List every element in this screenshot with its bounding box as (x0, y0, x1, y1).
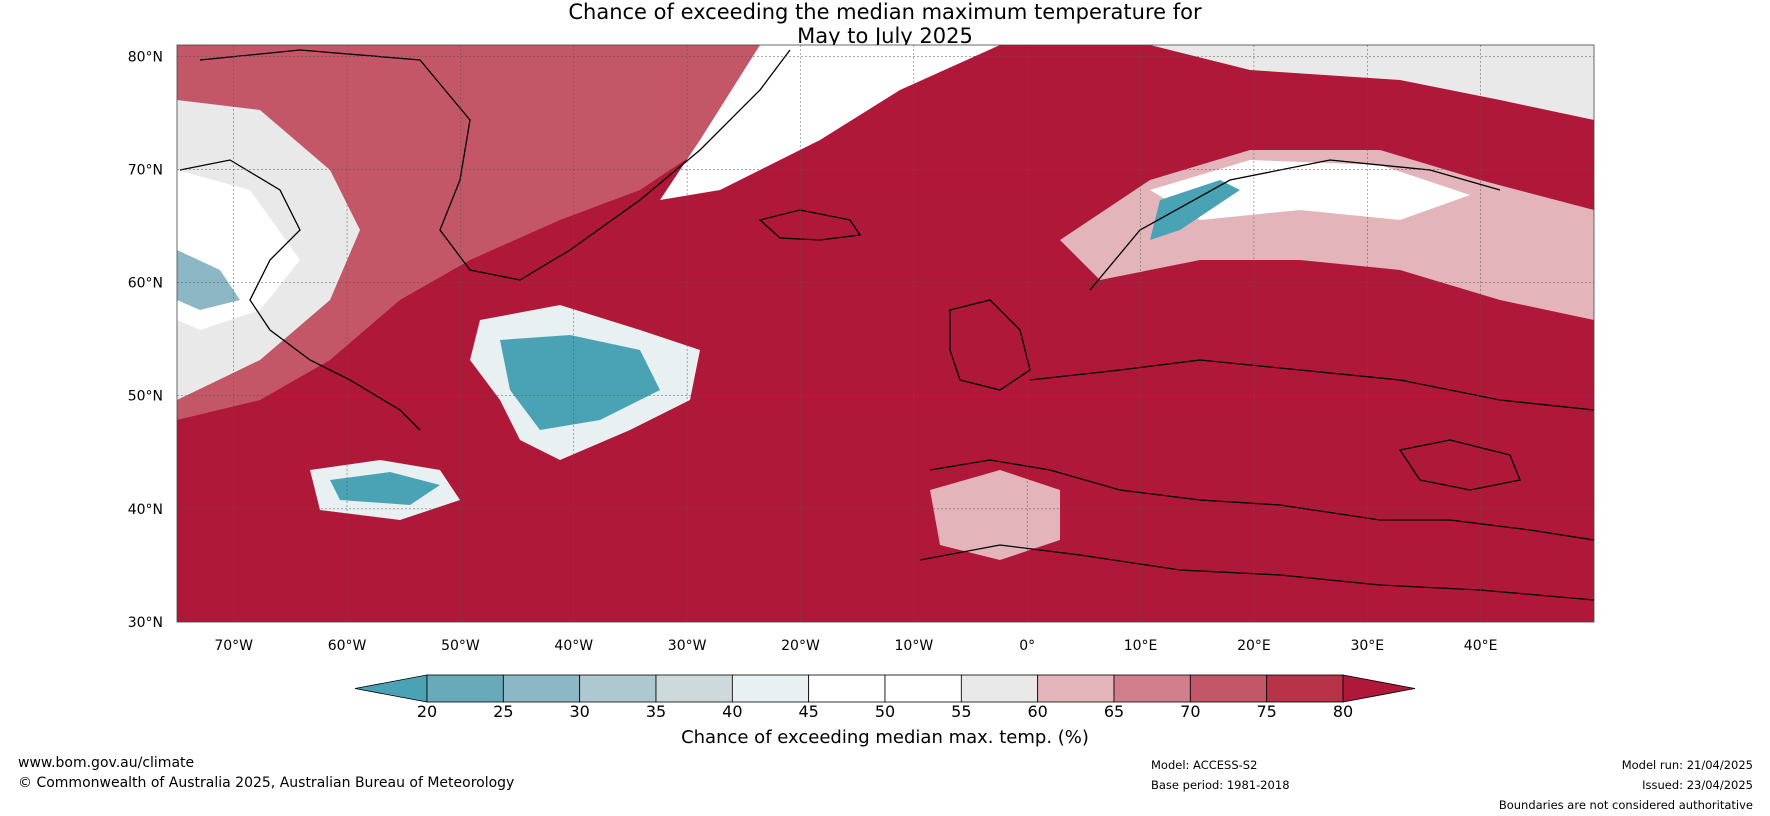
colorbar-tick-label: 70 (1180, 702, 1201, 721)
map-title: Chance of exceeding the median maximum t… (0, 0, 1770, 48)
colorbar-swatch (808, 674, 886, 703)
footer-website: www.bom.gov.au/climate (18, 755, 195, 771)
region-greenland-east (660, 45, 1000, 200)
colorbar-tick-label: 35 (645, 702, 667, 721)
graticule (177, 45, 1594, 623)
region-lapland (1150, 160, 1470, 220)
probability-field (177, 45, 1594, 622)
longitude-label: 70°W (214, 638, 253, 654)
region-greenland-sea (177, 45, 820, 420)
colorbar-swatch (579, 674, 657, 703)
colorbar-swatch (502, 674, 581, 703)
coastline-black-sea (1398, 439, 1521, 491)
colorbar-tick-label: 60 (1027, 702, 1048, 721)
latitude-label: 40°N (128, 502, 163, 518)
coastline-british-isles (949, 299, 1031, 391)
longitude-label: 30°W (668, 638, 707, 654)
longitude-label: 20°W (781, 638, 820, 654)
longitude-label: 50°W (441, 638, 480, 654)
latitude-label: 50°N (128, 389, 163, 405)
colorbar-tick-label: 20 (416, 702, 438, 721)
colorbar-label: Chance of exceeding median max. temp. (%… (681, 727, 1089, 748)
latitude-label: 70°N (128, 162, 163, 178)
coastline-mediterranean-north (929, 459, 1594, 541)
footer-base-period: Base period: 1981-2018 (1151, 778, 1290, 792)
coastline-greenland (199, 49, 791, 281)
colorbar-swatch (426, 674, 504, 703)
map-title-line2: May to July 2025 (797, 24, 973, 48)
coastline-scandinavia (1089, 159, 1501, 291)
coastline-north-europe (1029, 359, 1594, 411)
coastline-north-america (179, 159, 421, 431)
longitude-label: 0° (1019, 638, 1035, 654)
longitude-labels: 70°W 60°W 50°W 40°W 30°W 20°W 10°W 0° 10°E 20°E 30… (214, 638, 1497, 654)
region-blue-baffin (177, 250, 240, 310)
coastline-iceland (758, 209, 862, 241)
colorbar-swatch (1037, 674, 1115, 703)
longitude-label: 40°W (554, 638, 593, 654)
colorbar-swatch (655, 674, 733, 703)
region-norway-blue (1150, 180, 1240, 240)
region-atlantic-blue (500, 335, 660, 430)
footer-disclaimer: Boundaries are not considered authoritat… (1498, 798, 1753, 812)
colorbar-swatch (960, 674, 1039, 703)
colorbar-tick-label: 50 (874, 702, 896, 721)
colorbar-tick-label: 40 (722, 702, 743, 721)
colorbar-swatch (731, 674, 810, 703)
footer-issued: Issued: 23/04/2025 (1642, 778, 1753, 792)
region-svalbard (1150, 45, 1594, 120)
colorbar-extend-low (354, 674, 428, 703)
footer-model: Model: ACCESS-S2 (1151, 758, 1258, 772)
colorbar-extend-high (1342, 674, 1416, 703)
colorbar-swatch (1189, 674, 1268, 703)
map-title-line1: Chance of exceeding the median maximum t… (568, 0, 1202, 24)
colorbar-tick-label: 80 (1332, 702, 1354, 721)
region-iberia (930, 470, 1060, 560)
colorbar-tick-label: 25 (493, 702, 514, 721)
colorbar-tick-label: 75 (1256, 702, 1277, 721)
longitude-label: 20°E (1237, 638, 1271, 654)
colorbar-swatches (354, 674, 1416, 703)
latitude-labels: 80°N 70°N 60°N 50°N 40°N 30°N (128, 49, 163, 631)
footer-copyright: © Commonwealth of Australia 2025, Austra… (18, 775, 515, 791)
colorbar-swatch (884, 674, 962, 703)
region-nw-atlantic-blue (330, 472, 440, 505)
latitude-label: 80°N (128, 49, 163, 65)
latitude-label: 30°N (128, 615, 163, 631)
colorbar-tick-label: 65 (1103, 702, 1125, 721)
longitude-label: 10°W (895, 638, 934, 654)
map-frame (176, 44, 1595, 623)
latitude-label: 60°N (128, 276, 163, 292)
colorbar-swatch (1266, 674, 1344, 703)
longitude-label: 60°W (328, 638, 367, 654)
colorbar-tick-label: 55 (951, 702, 972, 721)
colorbar-tick-label: 45 (798, 702, 819, 721)
longitude-label: 10°E (1124, 638, 1158, 654)
footer-model-run: Model run: 21/04/2025 (1621, 758, 1753, 772)
colorbar-swatch (1113, 674, 1191, 703)
longitude-label: 40°E (1464, 638, 1498, 654)
coastline-north-africa (919, 544, 1594, 601)
longitude-label: 30°E (1350, 638, 1384, 654)
colorbar-tick-label: 30 (569, 702, 590, 721)
